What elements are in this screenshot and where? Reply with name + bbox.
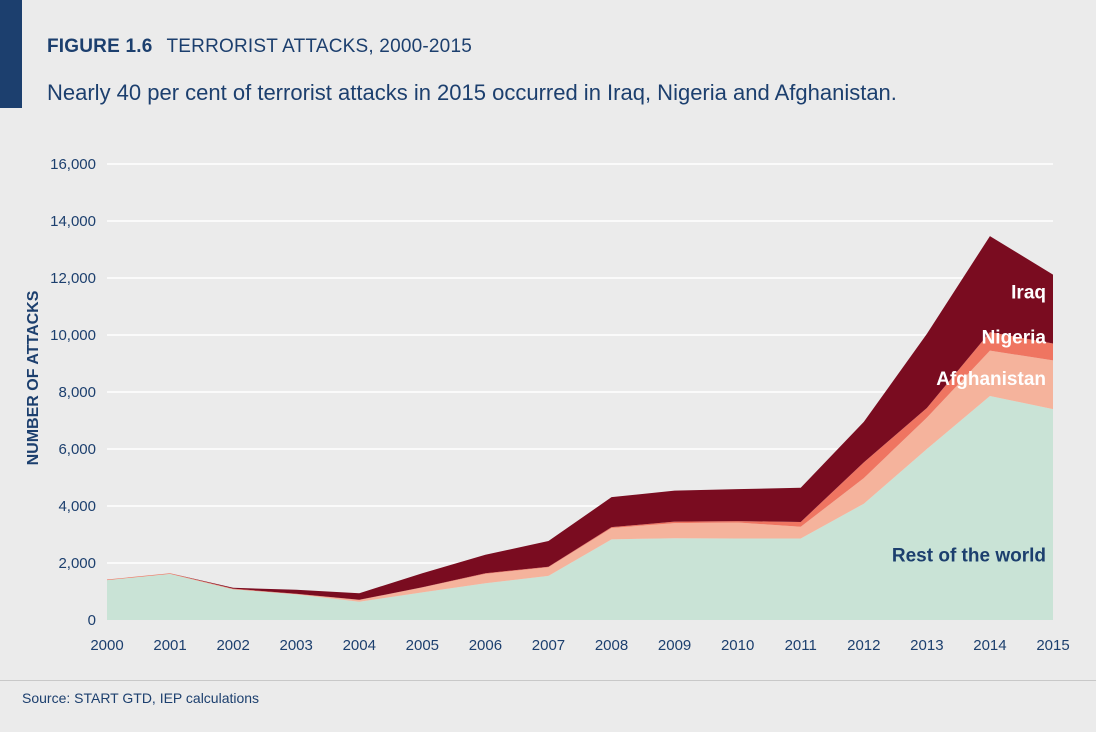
- x-tick-label: 2001: [153, 637, 186, 654]
- stacked-area-chart: 0 2,000 4,000 6,000 8,000 10,000 12,000 14,000 1…: [25, 156, 1070, 654]
- x-tick-label: 2012: [847, 637, 880, 654]
- series-labels: Rest of the world Afghanistan Nigeria Iraq: [892, 282, 1047, 566]
- y-axis-label: NUMBER OF ATTACKS: [25, 290, 42, 465]
- y-tick-label: 16,000: [50, 156, 96, 173]
- x-tick-label: 2006: [469, 637, 502, 654]
- y-tick-label: 12,000: [50, 270, 96, 287]
- y-tick-label: 10,000: [50, 327, 96, 344]
- y-tick-label: 0: [88, 612, 96, 629]
- area-rest-of-the-world: [107, 395, 1053, 620]
- x-tick-label: 2007: [532, 637, 565, 654]
- x-tick-label: 2005: [406, 637, 439, 654]
- figure-subtitle: Nearly 40 per cent of terrorist attacks …: [47, 80, 897, 105]
- x-axis-ticks: 2000 2001 2002 2003 2004 2005 2006 2007 2008 2009…: [90, 637, 1069, 654]
- x-tick-label: 2013: [910, 637, 943, 654]
- x-tick-label: 2010: [721, 637, 754, 654]
- y-tick-label: 8,000: [58, 384, 96, 401]
- figure-number: FIGURE 1.6: [47, 36, 153, 57]
- x-tick-label: 2015: [1036, 637, 1069, 654]
- chart-areas: [107, 236, 1053, 620]
- area-nigeria: [107, 332, 1053, 601]
- figure-title: TERRORIST ATTACKS, 2000-2015: [166, 36, 472, 57]
- y-axis-ticks: 0 2,000 4,000 6,000 8,000 10,000 12,000 14,000 1…: [50, 156, 96, 629]
- series-label-afghanistan: Afghanistan: [936, 369, 1046, 390]
- x-tick-label: 2009: [658, 637, 691, 654]
- x-tick-label: 2011: [785, 637, 817, 654]
- y-tick-label: 4,000: [58, 498, 96, 515]
- x-tick-label: 2008: [595, 637, 628, 654]
- x-tick-label: 2004: [343, 637, 376, 654]
- series-label-nigeria: Nigeria: [982, 327, 1047, 348]
- x-tick-label: 2003: [280, 637, 313, 654]
- x-tick-label: 2014: [973, 637, 1006, 654]
- figure-heading: FIGURE 1.6 TERRORIST ATTACKS, 2000-2015: [47, 36, 472, 58]
- series-label-rest-of-the-world: Rest of the world: [892, 545, 1046, 566]
- y-tick-label: 6,000: [58, 441, 96, 458]
- footer-divider: [0, 680, 1096, 681]
- area-afghanistan: [107, 350, 1053, 602]
- x-tick-label: 2002: [216, 637, 249, 654]
- source-note: Source: START GTD, IEP calculations: [22, 690, 260, 706]
- y-tick-label: 14,000: [50, 213, 96, 230]
- y-tick-label: 2,000: [58, 555, 96, 572]
- area-iraq: [107, 236, 1053, 600]
- accent-bar: [0, 0, 22, 108]
- series-label-iraq: Iraq: [1011, 282, 1046, 303]
- x-tick-label: 2000: [90, 637, 123, 654]
